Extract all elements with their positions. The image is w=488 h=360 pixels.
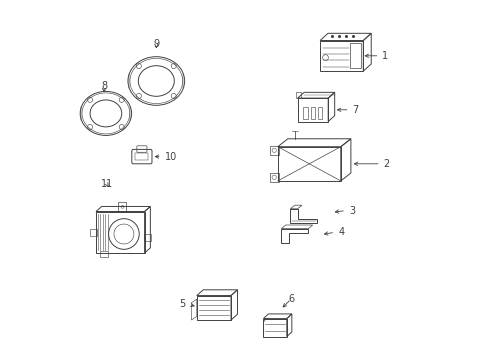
Bar	[310, 107, 315, 119]
Text: 2: 2	[383, 159, 389, 169]
Bar	[135, 153, 148, 160]
Text: 5: 5	[179, 299, 185, 309]
Text: 8: 8	[101, 81, 107, 91]
Bar	[269, 173, 278, 181]
Bar	[89, 229, 97, 236]
Text: 7: 7	[352, 105, 358, 115]
Bar	[100, 251, 107, 256]
Text: 11: 11	[101, 179, 113, 189]
Text: 4: 4	[337, 227, 344, 237]
Bar	[303, 107, 307, 119]
Text: 3: 3	[348, 206, 354, 216]
Bar	[295, 91, 301, 98]
Bar	[143, 234, 151, 241]
Bar	[349, 44, 361, 68]
Text: 10: 10	[164, 152, 177, 162]
Text: 9: 9	[153, 39, 159, 49]
Bar	[118, 202, 126, 212]
Text: 6: 6	[287, 294, 294, 304]
Bar	[317, 107, 322, 119]
Text: 1: 1	[382, 51, 387, 61]
Bar	[269, 146, 278, 155]
